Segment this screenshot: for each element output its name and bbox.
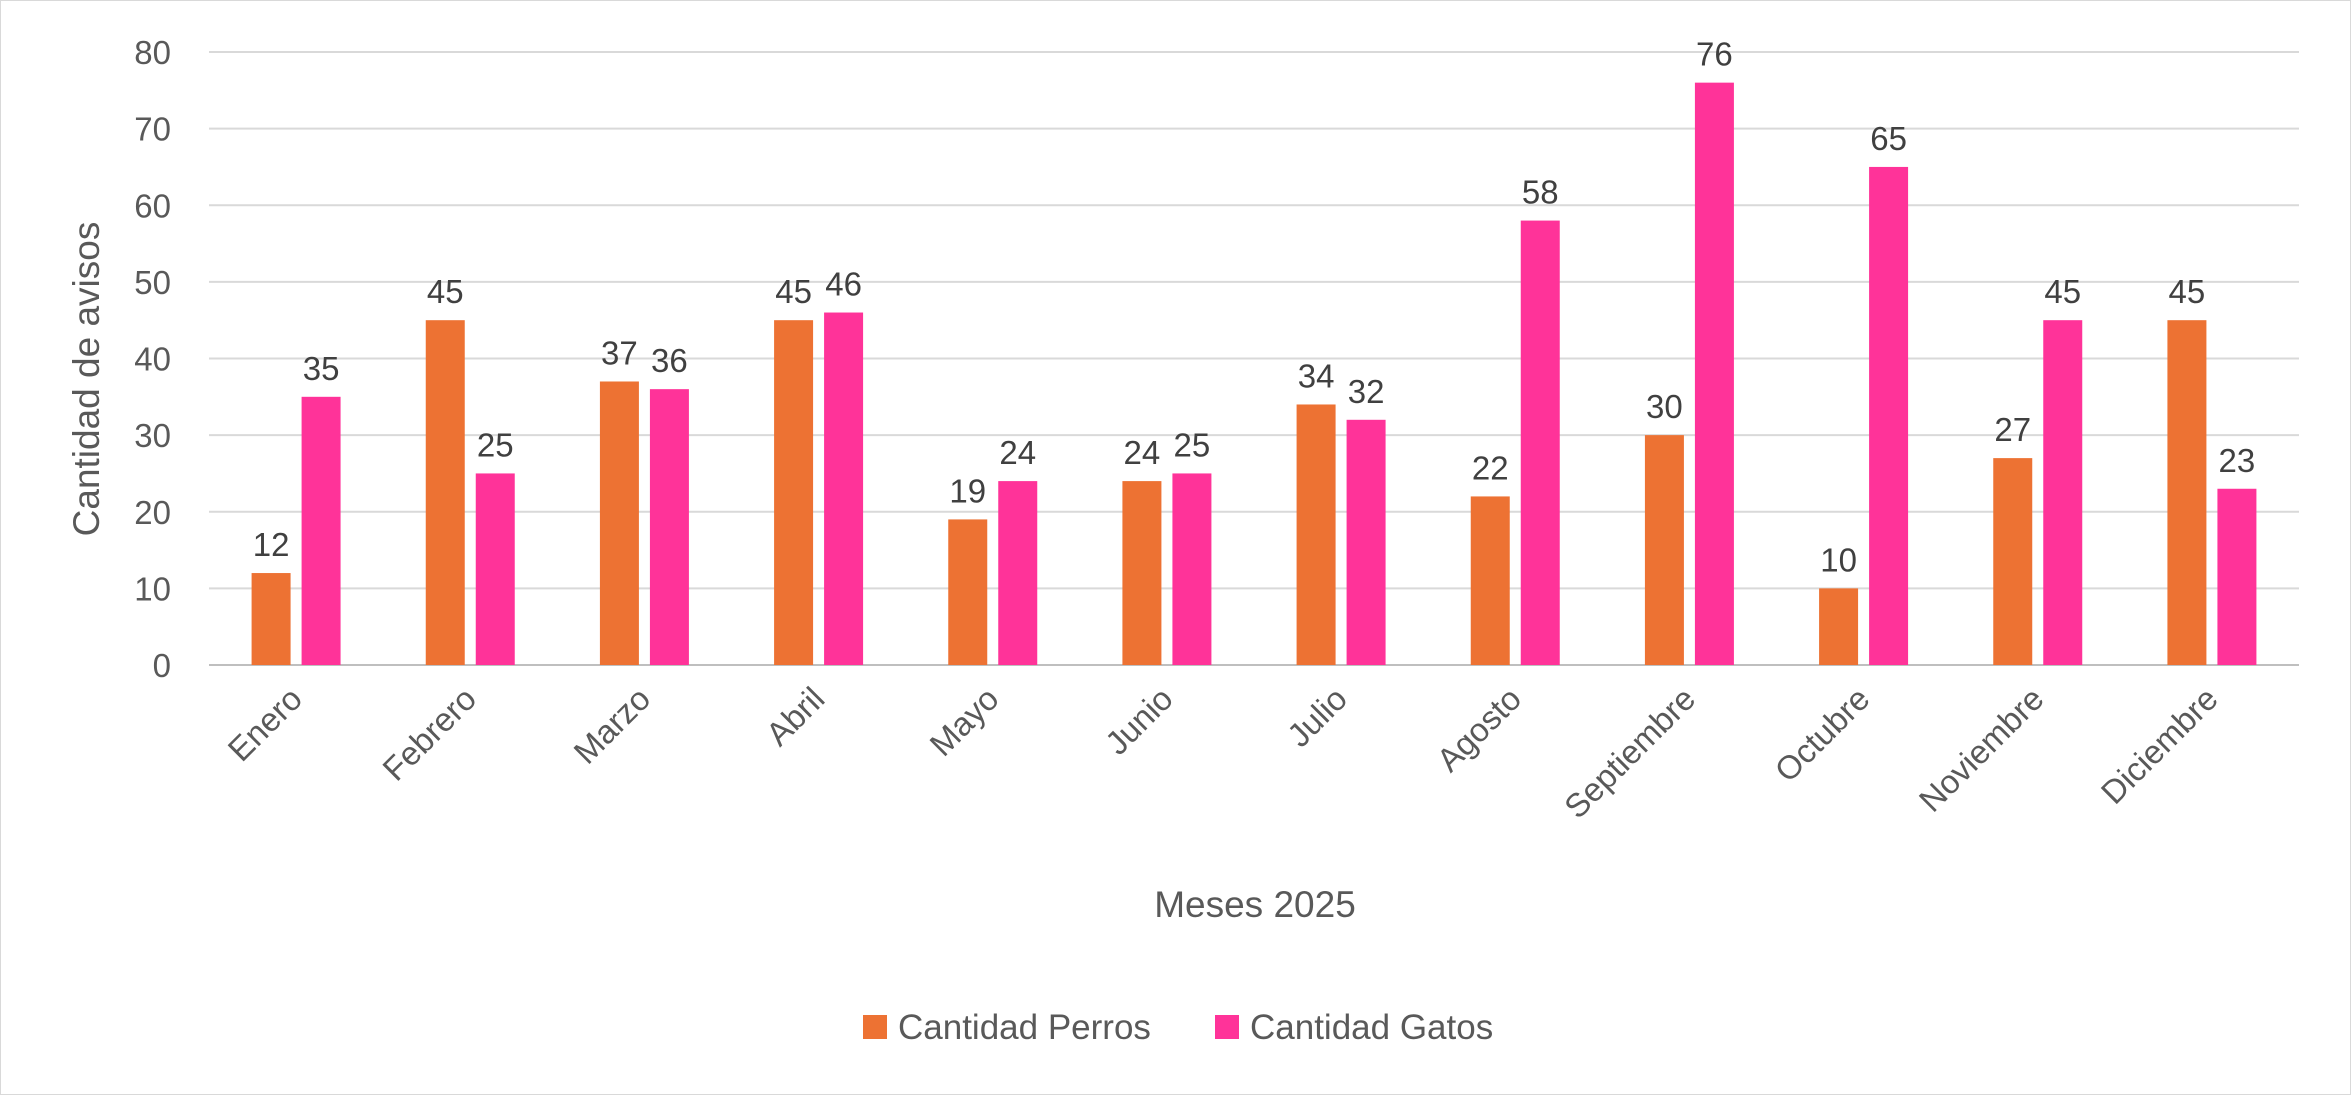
bar-perros: [2167, 320, 2207, 665]
bar-perros: [774, 320, 814, 665]
bar-gatos: [1346, 419, 1386, 665]
y-axis-ticks: 0 10 20 30 40 50 60 70 80: [134, 34, 171, 684]
legend-label: Cantidad Perros: [898, 1008, 1151, 1047]
y-tick-label: 50: [134, 264, 171, 301]
data-label: 25: [477, 426, 514, 463]
data-labels: 12 35 45 25 37 36 45 46 19 24 24 25 34 32 22 58 30 76 10 65…: [253, 36, 2256, 579]
data-label: 32: [1348, 373, 1385, 410]
bar-gatos: [998, 481, 1038, 665]
bar-perros: [599, 381, 639, 665]
gridlines: [209, 51, 2299, 666]
data-label: 19: [949, 472, 986, 509]
bar-gatos: [301, 396, 341, 665]
bars: [251, 82, 2257, 665]
data-label: 45: [2169, 273, 2206, 310]
data-label: 30: [1646, 388, 1683, 425]
data-label: 45: [427, 273, 464, 310]
x-tick-label: Septiembre: [1557, 680, 1702, 825]
x-tick-label: Julio: [1280, 680, 1354, 754]
y-tick-label: 20: [134, 494, 171, 531]
x-tick-label: Diciembre: [2094, 680, 2225, 811]
bar-perros: [1993, 458, 2033, 665]
bar-gatos: [649, 389, 689, 665]
y-tick-label: 30: [134, 417, 171, 454]
x-tick-label: Octubre: [1767, 680, 1876, 789]
data-label: 22: [1472, 449, 1509, 486]
x-tick-label: Marzo: [566, 680, 657, 771]
data-label: 27: [1994, 411, 2031, 448]
bar-perros: [1122, 481, 1162, 665]
y-tick-label: 10: [134, 570, 171, 607]
data-label: 46: [825, 266, 862, 303]
bar-perros: [948, 519, 988, 665]
x-axis-title: Meses 2025: [1154, 884, 1356, 925]
x-axis-ticks: Enero Febrero Marzo Abril Mayo Junio Julio Agos…: [221, 680, 2225, 825]
bar-perros: [1296, 404, 1336, 665]
legend-label: Cantidad Gatos: [1250, 1008, 1493, 1047]
bar-gatos: [824, 312, 864, 665]
data-label: 24: [999, 434, 1036, 471]
x-tick-label: Agosto: [1429, 680, 1528, 779]
data-label: 34: [1298, 357, 1335, 394]
x-tick-label: Febrero: [375, 680, 483, 788]
bar-perros: [1819, 588, 1859, 665]
legend-swatch: [1215, 1015, 1239, 1039]
y-axis-title: Cantidad de avisos: [66, 222, 107, 537]
data-label: 35: [303, 350, 340, 387]
legend: Cantidad Perros Cantidad Gatos: [863, 1008, 1493, 1047]
bar-perros: [251, 573, 291, 665]
data-label: 37: [601, 334, 638, 371]
y-tick-label: 60: [134, 187, 171, 224]
data-label: 76: [1696, 36, 1733, 73]
data-label: 24: [1124, 434, 1161, 471]
data-label: 65: [1870, 120, 1907, 157]
data-label: 45: [775, 273, 812, 310]
data-label: 58: [1522, 174, 1559, 211]
bar-gatos: [1694, 82, 1734, 665]
x-tick-label: Noviembre: [1912, 680, 2051, 819]
bar-gatos: [1172, 473, 1212, 665]
x-tick-label: Abril: [759, 680, 832, 753]
data-label: 36: [651, 342, 688, 379]
bar-gatos: [2043, 320, 2083, 665]
y-tick-label: 80: [134, 34, 171, 71]
bar-perros: [1644, 435, 1684, 665]
data-label: 23: [2219, 442, 2256, 479]
data-label: 10: [1820, 541, 1857, 578]
x-tick-label: Mayo: [922, 680, 1005, 763]
data-label: 25: [1174, 426, 1211, 463]
y-tick-label: 40: [134, 341, 171, 378]
legend-swatch: [863, 1015, 887, 1039]
bar-gatos: [1520, 220, 1560, 665]
data-label: 12: [253, 526, 290, 563]
x-tick-label: Junio: [1098, 680, 1180, 762]
bar-gatos: [1869, 166, 1909, 665]
data-label: 45: [2044, 273, 2081, 310]
bar-perros: [1470, 496, 1510, 665]
bar-perros: [425, 320, 465, 665]
y-tick-label: 0: [153, 647, 171, 684]
x-tick-label: Enero: [221, 680, 309, 768]
bar-gatos: [475, 473, 515, 665]
y-tick-label: 70: [134, 111, 171, 148]
bar-gatos: [2217, 488, 2257, 665]
